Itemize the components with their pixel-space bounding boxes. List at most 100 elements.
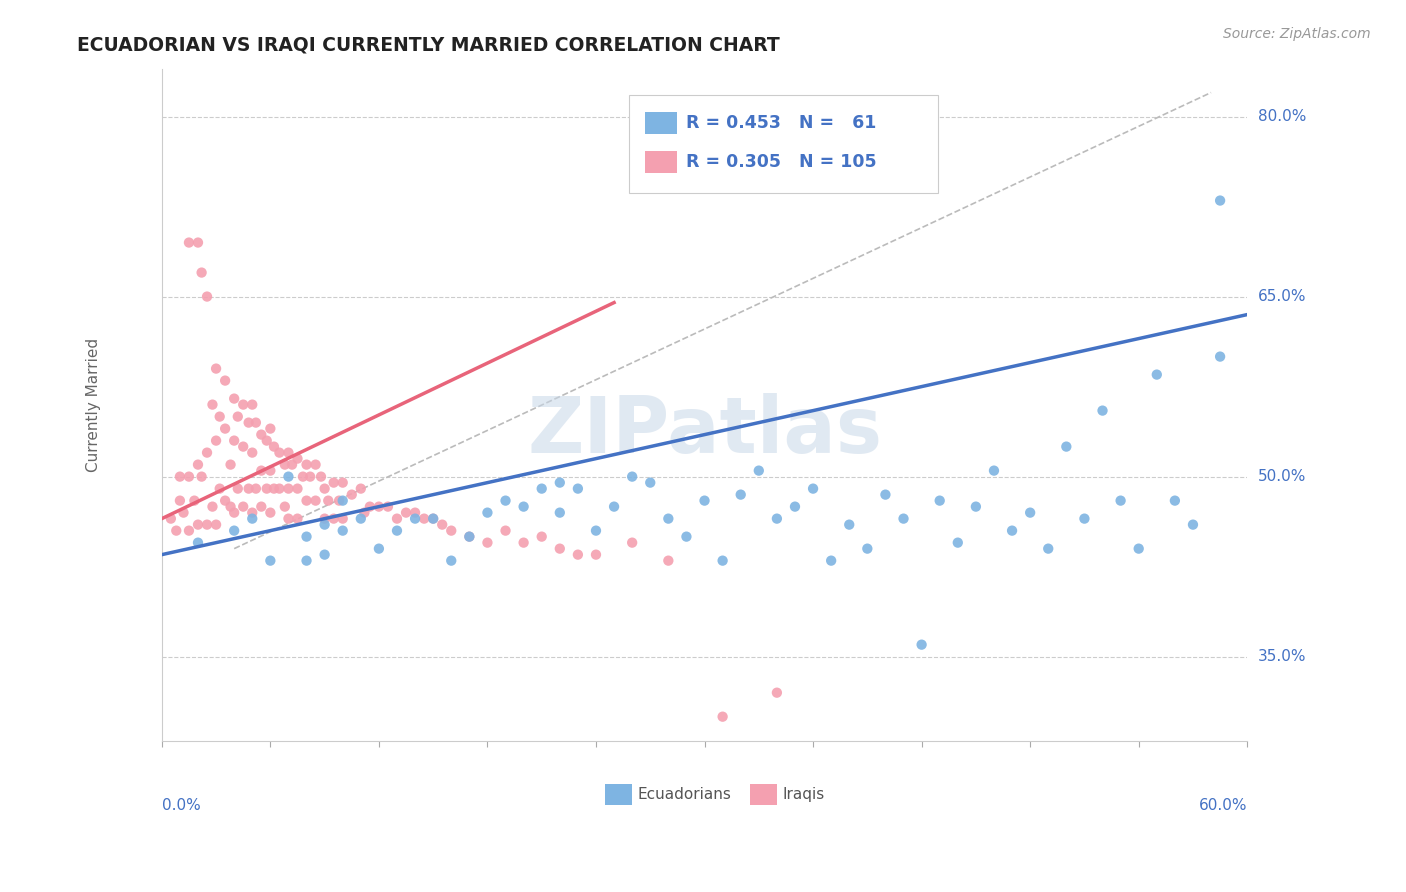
Point — [1091, 403, 1114, 417]
Point — [404, 511, 426, 525]
Point — [259, 422, 281, 436]
Point — [548, 541, 571, 556]
FancyBboxPatch shape — [645, 152, 678, 173]
Point — [477, 535, 499, 549]
Point — [299, 469, 322, 483]
Point — [332, 511, 354, 525]
Point — [766, 511, 789, 525]
Point — [256, 434, 278, 448]
Point — [214, 422, 236, 436]
Point — [263, 440, 285, 454]
Point — [208, 482, 231, 496]
Point — [801, 482, 824, 496]
Text: R = 0.305   N = 105: R = 0.305 N = 105 — [686, 153, 877, 171]
Point — [340, 488, 363, 502]
Point — [322, 511, 344, 525]
Point — [173, 506, 195, 520]
Point — [838, 517, 860, 532]
Point — [693, 493, 716, 508]
Point — [328, 493, 350, 508]
Text: 0.0%: 0.0% — [162, 798, 201, 814]
Point — [177, 469, 200, 483]
Point — [187, 517, 209, 532]
Point — [965, 500, 987, 514]
Point — [440, 554, 463, 568]
FancyBboxPatch shape — [628, 95, 938, 193]
Point — [165, 524, 187, 538]
Point — [187, 235, 209, 250]
Point — [226, 482, 249, 496]
Point — [477, 506, 499, 520]
Point — [205, 361, 228, 376]
Point — [309, 469, 332, 483]
Point — [183, 493, 205, 508]
Point — [711, 709, 734, 723]
Point — [875, 488, 897, 502]
Text: Iraqis: Iraqis — [783, 787, 825, 802]
Point — [232, 398, 254, 412]
FancyBboxPatch shape — [605, 784, 631, 805]
Point — [1209, 194, 1232, 208]
Point — [766, 686, 789, 700]
Point — [205, 517, 228, 532]
Point — [201, 500, 224, 514]
Point — [638, 475, 661, 490]
Point — [385, 524, 408, 538]
Point — [548, 506, 571, 520]
Point — [893, 511, 915, 525]
Point — [160, 511, 183, 525]
Point — [250, 427, 273, 442]
Point — [1073, 511, 1095, 525]
Point — [711, 554, 734, 568]
Point — [295, 554, 318, 568]
Point — [195, 289, 218, 303]
Point — [232, 440, 254, 454]
Point — [314, 548, 336, 562]
Point — [332, 475, 354, 490]
Point — [621, 469, 644, 483]
FancyBboxPatch shape — [645, 112, 678, 134]
Point — [224, 434, 246, 448]
Text: 60.0%: 60.0% — [1199, 798, 1247, 814]
Point — [1109, 493, 1132, 508]
Point — [395, 506, 418, 520]
Point — [295, 530, 318, 544]
Text: 35.0%: 35.0% — [1258, 649, 1306, 665]
Point — [910, 638, 932, 652]
Point — [269, 445, 291, 459]
Point — [314, 517, 336, 532]
Point — [187, 458, 209, 472]
Point — [820, 554, 842, 568]
Point — [205, 434, 228, 448]
Point — [226, 409, 249, 424]
Point — [250, 464, 273, 478]
Point — [263, 482, 285, 496]
Point — [458, 530, 481, 544]
Point — [512, 535, 534, 549]
Point — [291, 469, 314, 483]
Point — [232, 500, 254, 514]
Point — [295, 493, 318, 508]
Point — [224, 392, 246, 406]
Point — [350, 511, 373, 525]
Text: 80.0%: 80.0% — [1258, 109, 1306, 124]
Point — [983, 464, 1005, 478]
Point — [928, 493, 950, 508]
Point — [530, 482, 553, 496]
Point — [730, 488, 752, 502]
Point — [657, 554, 679, 568]
Point — [1038, 541, 1060, 556]
Point — [250, 500, 273, 514]
Point — [316, 493, 339, 508]
Point — [440, 524, 463, 538]
Point — [238, 416, 260, 430]
Point — [657, 511, 679, 525]
Point — [177, 524, 200, 538]
FancyBboxPatch shape — [751, 784, 778, 805]
Point — [567, 482, 589, 496]
Point — [621, 535, 644, 549]
Point — [277, 445, 299, 459]
Point — [359, 500, 381, 514]
Point — [314, 482, 336, 496]
Point — [190, 469, 212, 483]
